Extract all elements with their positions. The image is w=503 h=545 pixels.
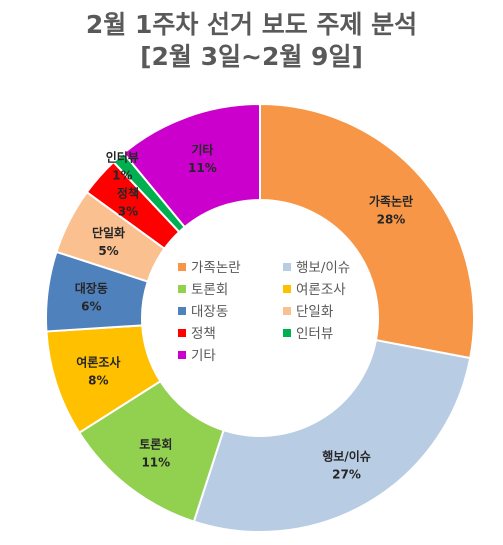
legend-label-3: 토론회: [191, 282, 228, 298]
legend-label-7: 정책: [191, 326, 216, 342]
legend-label-5: 대장동: [191, 304, 228, 320]
slice-label-1: 가족논란: [369, 194, 413, 209]
slice-1: [259, 102, 475, 360]
slice-label-9: 기타: [191, 142, 213, 157]
slice-value-1: 28%: [377, 213, 406, 227]
legend-label-1: 가족논란: [191, 260, 241, 276]
slice-label-2: 행보/이슈: [322, 448, 371, 463]
slice-9: [122, 102, 261, 229]
legend-swatch-1: [178, 263, 186, 271]
legend-swatch-2: [283, 263, 291, 271]
slice-value-3: 11%: [141, 455, 170, 469]
slice-labels: 가족논란 28% 행보/이슈 27% 토론회 11% 여론조사 8% 대장동 6% 단일화 5% 정책 3…: [75, 142, 413, 481]
legend-swatch-4: [283, 285, 291, 293]
slice-label-7: 정책: [117, 186, 139, 201]
slice-value-9: 11%: [188, 161, 217, 175]
legend-label-9: 기타: [191, 348, 216, 364]
slice-value-4: 8%: [88, 374, 108, 388]
slice-value-7: 3%: [118, 205, 138, 219]
slice-label-5: 대장동: [75, 282, 108, 296]
donut-slices: [45, 102, 475, 533]
legend-swatch-5: [178, 307, 186, 315]
slice-label-4: 여론조사: [76, 355, 120, 370]
legend-label-4: 여론조사: [296, 282, 346, 298]
slice-value-2: 27%: [332, 467, 361, 481]
chart-title: 2월 1주차 선거 보도 주제 분석: [85, 10, 418, 39]
slice-value-8: 1%: [112, 168, 132, 182]
chart-subtitle: [2월 3일~2월 9일]: [140, 42, 363, 71]
slice-label-6: 단일화: [92, 225, 125, 240]
slice-label-8: 인터뷰: [106, 149, 139, 164]
legend-swatch-7: [178, 329, 186, 337]
legend-label-2: 행보/이슈: [296, 260, 350, 276]
legend-swatch-8: [283, 329, 291, 337]
legend-swatch-9: [178, 351, 186, 359]
legend-label-8: 인터뷰: [296, 326, 333, 342]
legend-swatch-6: [283, 307, 291, 315]
legend-label-6: 단일화: [296, 304, 333, 320]
slice-value-6: 5%: [98, 244, 118, 258]
slice-label-3: 토론회: [139, 436, 172, 451]
legend-swatch-3: [178, 285, 186, 293]
slice-value-5: 6%: [81, 300, 101, 314]
slice-2: [192, 338, 472, 533]
